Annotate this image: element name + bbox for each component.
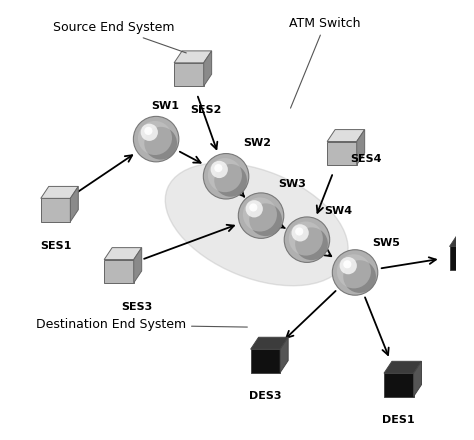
- Circle shape: [343, 260, 376, 293]
- Polygon shape: [174, 63, 204, 86]
- Text: SW5: SW5: [373, 238, 401, 249]
- Circle shape: [284, 217, 330, 262]
- Circle shape: [138, 121, 172, 155]
- Circle shape: [289, 221, 323, 256]
- Text: SES3: SES3: [121, 302, 152, 312]
- Circle shape: [292, 224, 309, 242]
- Text: DES1: DES1: [383, 414, 415, 425]
- Circle shape: [246, 200, 263, 217]
- Circle shape: [203, 154, 249, 199]
- Circle shape: [249, 203, 257, 212]
- Polygon shape: [251, 337, 288, 349]
- Text: Source End System: Source End System: [54, 21, 186, 53]
- Polygon shape: [104, 248, 142, 260]
- Circle shape: [210, 161, 228, 178]
- Polygon shape: [204, 51, 212, 86]
- Circle shape: [332, 250, 378, 295]
- Text: DES3: DES3: [249, 391, 282, 400]
- Circle shape: [295, 227, 328, 260]
- Polygon shape: [104, 260, 134, 283]
- Circle shape: [208, 158, 242, 192]
- Circle shape: [214, 164, 222, 172]
- Polygon shape: [327, 130, 365, 142]
- Text: SW2: SW2: [244, 138, 272, 148]
- Circle shape: [144, 127, 177, 160]
- Polygon shape: [384, 373, 413, 396]
- Polygon shape: [384, 361, 421, 373]
- Text: SES4: SES4: [350, 154, 382, 165]
- Text: SW4: SW4: [324, 205, 353, 216]
- Polygon shape: [174, 51, 212, 63]
- Text: ATM Switch: ATM Switch: [290, 17, 361, 108]
- Polygon shape: [41, 187, 78, 198]
- Circle shape: [339, 257, 357, 274]
- Circle shape: [214, 164, 247, 197]
- Text: SW1: SW1: [152, 101, 180, 111]
- Text: SES1: SES1: [40, 241, 71, 251]
- Polygon shape: [449, 235, 474, 246]
- Circle shape: [133, 116, 179, 162]
- Polygon shape: [449, 246, 474, 270]
- Circle shape: [243, 198, 277, 231]
- Circle shape: [343, 260, 351, 268]
- Polygon shape: [357, 130, 365, 165]
- Circle shape: [144, 127, 153, 135]
- Circle shape: [337, 254, 371, 288]
- Polygon shape: [251, 349, 280, 373]
- Text: Destination End System: Destination End System: [36, 319, 247, 331]
- Circle shape: [295, 227, 303, 235]
- Polygon shape: [413, 361, 421, 396]
- Text: SW3: SW3: [279, 180, 306, 189]
- Text: SES2: SES2: [191, 106, 222, 115]
- Circle shape: [249, 203, 282, 236]
- Polygon shape: [134, 248, 142, 283]
- Polygon shape: [327, 142, 357, 165]
- Polygon shape: [41, 198, 70, 222]
- Polygon shape: [280, 337, 288, 373]
- Polygon shape: [70, 187, 78, 222]
- Circle shape: [238, 193, 284, 238]
- Ellipse shape: [165, 163, 348, 286]
- Circle shape: [141, 124, 158, 141]
